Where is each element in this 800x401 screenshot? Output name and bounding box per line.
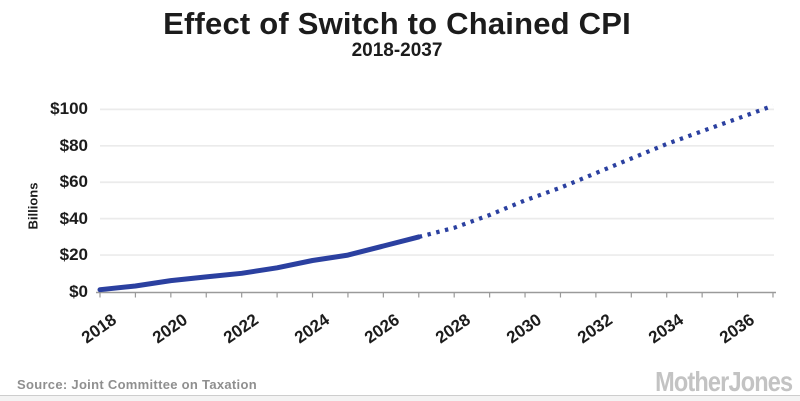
- y-tick-label: $60: [59, 172, 88, 192]
- y-tick-label: $0: [69, 281, 88, 301]
- bottom-strip: [0, 396, 800, 401]
- brand-watermark: MotherJones: [654, 366, 793, 397]
- series-dotted-line: [418, 103, 774, 239]
- y-tick-label: $100: [50, 99, 88, 119]
- y-tick-label: $80: [59, 135, 88, 155]
- series-solid-line: [97, 234, 422, 293]
- page-title: Effect of Switch to Chained CPI: [163, 6, 631, 41]
- y-tick-label: $40: [59, 208, 88, 228]
- chart-subtitle: 2018-2037: [351, 40, 443, 61]
- y-tick-label: $20: [59, 245, 88, 265]
- bottom-divider: [0, 395, 800, 396]
- source-note: Source: Joint Committee on Taxation: [17, 377, 257, 392]
